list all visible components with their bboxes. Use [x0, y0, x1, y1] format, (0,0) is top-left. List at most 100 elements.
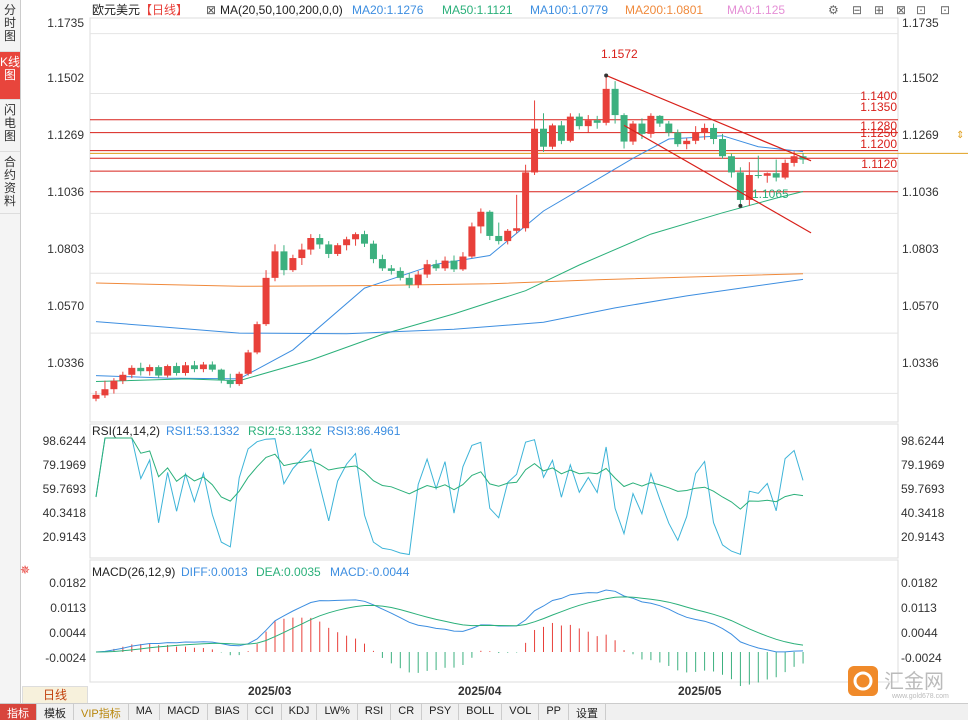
candle-body [361, 234, 368, 244]
candle-body [727, 156, 735, 173]
price-axis-left: 1.1735 1.1502 1.1269 1.1036 1.0803 1.057… [47, 16, 84, 370]
candle-body [173, 366, 181, 373]
tab-boll[interactable]: BOLL [459, 704, 503, 720]
macd-tick: 0.0182 [901, 576, 938, 590]
candle-body [235, 373, 243, 385]
macd-tick: 0.0113 [50, 601, 86, 615]
settings-icon[interactable]: ⚙ [828, 3, 839, 17]
rsi-panel-frame [89, 423, 899, 559]
candle-body [307, 238, 315, 250]
candle-body [584, 120, 592, 127]
low-marker [738, 203, 743, 208]
macd-value: MACD:-0.0044 [330, 565, 410, 579]
level-label: 1.1400 [860, 89, 897, 103]
price-tick: 1.0336 [902, 356, 939, 370]
x-axis-label: 2025/03 [248, 684, 292, 698]
macd-tick: 0.0113 [901, 601, 937, 615]
rsi-tick: 98.6244 [901, 434, 945, 448]
tab-psy[interactable]: PSY [422, 704, 460, 720]
candle-body [146, 367, 154, 372]
candle-body [441, 260, 449, 269]
tab-indicators[interactable]: 指标 [0, 704, 37, 720]
tab-kdj[interactable]: KDJ [282, 704, 318, 720]
rsi-tick: 59.7693 [901, 482, 945, 496]
tab-pp[interactable]: PP [539, 704, 569, 720]
price-tick: 1.0570 [902, 299, 939, 313]
down-icon[interactable]: ⊡ [940, 3, 950, 17]
tab-contract-info[interactable]: 合约资料 [0, 152, 20, 214]
close-icon[interactable]: ⊠ [896, 3, 906, 17]
macd-tick: -0.0024 [45, 651, 86, 665]
candle-body [790, 156, 798, 163]
tab-cci[interactable]: CCI [248, 704, 282, 720]
candle-body [495, 235, 503, 242]
level-label: 1.1280 [860, 119, 897, 133]
candle-body [137, 367, 145, 372]
rsi-slow-line [95, 437, 804, 510]
candle-body [423, 264, 431, 275]
candle-body [396, 270, 404, 278]
candle-body [325, 244, 333, 254]
rsi1-value: RSI1:53.1332 [166, 424, 240, 438]
rsi-tick: 20.9143 [901, 530, 945, 544]
period-tag: 【日线】 [140, 3, 188, 17]
macd-tick: 0.0182 [49, 576, 86, 590]
trend-line [605, 74, 812, 162]
candle-body [656, 115, 664, 124]
candle-body [763, 173, 771, 176]
level-label: 1.1120 [861, 157, 897, 171]
high-label: 1.1572 [601, 47, 638, 61]
ma0-value: MA0:1.125 [727, 3, 785, 17]
bottom-toolbar: 指标 模板 VIP指标 MA MACD BIAS CCI KDJ LW% RSI… [0, 703, 968, 720]
tab-macd[interactable]: MACD [160, 704, 208, 720]
window-controls: ⚙ ⊟ ⊞ ⊠ ⊡ ⊡ [828, 3, 950, 17]
watermark-text: 汇金网 [884, 670, 944, 693]
tab-bias[interactable]: BIAS [208, 704, 248, 720]
tab-time-sharing[interactable]: 分时图 [0, 0, 20, 52]
main-panel-frame [89, 17, 899, 423]
tab-vip-indicators[interactable]: VIP指标 [74, 704, 129, 720]
candle-body [459, 256, 467, 270]
candle-body [692, 132, 700, 141]
tab-flash-chart[interactable]: 闪电图 [0, 100, 20, 152]
candle-body [92, 394, 100, 399]
price-tick: 1.1036 [902, 185, 939, 199]
period-button[interactable]: 日线 [22, 686, 88, 704]
candle-body [289, 258, 297, 271]
candle-body [611, 88, 619, 116]
price-tick: 1.1036 [47, 185, 84, 199]
tab-lw[interactable]: LW% [317, 704, 358, 720]
candle-body [217, 369, 225, 380]
macd-settings-icon[interactable]: ✵ [20, 563, 30, 577]
candle-body [504, 230, 512, 242]
kline-chart[interactable]: 欧元美元 【日线】 ⊠ MA(20,50,100,200,0,0) MA20:1… [0, 0, 968, 703]
plus-icon[interactable]: ⊞ [874, 3, 884, 17]
macd-panel-frame [89, 559, 899, 683]
tab-kline[interactable]: K线图 [0, 52, 20, 100]
ma-line-ma100 [95, 278, 804, 335]
candle-body [262, 277, 270, 325]
macd-label: MACD(26,12,9) [92, 565, 175, 579]
rsi-fast-line [95, 437, 804, 556]
minus-icon[interactable]: ⊟ [852, 3, 862, 17]
candle-body [450, 260, 458, 270]
x-axis-label: 2025/05 [678, 684, 722, 698]
tab-vol[interactable]: VOL [502, 704, 540, 720]
current-price-marker-icon: ⇕ [956, 130, 964, 141]
rsi3-value: RSI3:86.4961 [327, 424, 401, 438]
watermark: 汇金网 www.gold678.com [848, 664, 966, 703]
rsi-label: RSI(14,14,2) [92, 424, 160, 438]
candle-body [378, 259, 386, 269]
tab-cr[interactable]: CR [391, 704, 423, 720]
candle-body [674, 132, 682, 145]
up-icon[interactable]: ⊡ [916, 3, 926, 17]
sidebar: 分时图 K线图 闪电图 合约资料 [0, 0, 21, 705]
candle-body [477, 211, 485, 227]
tab-ma[interactable]: MA [129, 704, 161, 720]
tab-rsi[interactable]: RSI [358, 704, 392, 720]
tab-settings[interactable]: 设置 [569, 704, 606, 720]
candle-body [244, 352, 252, 374]
tab-templates[interactable]: 模板 [37, 704, 74, 720]
ma-line-ma200 [95, 273, 804, 287]
ma100-value: MA100:1.0779 [530, 3, 608, 17]
